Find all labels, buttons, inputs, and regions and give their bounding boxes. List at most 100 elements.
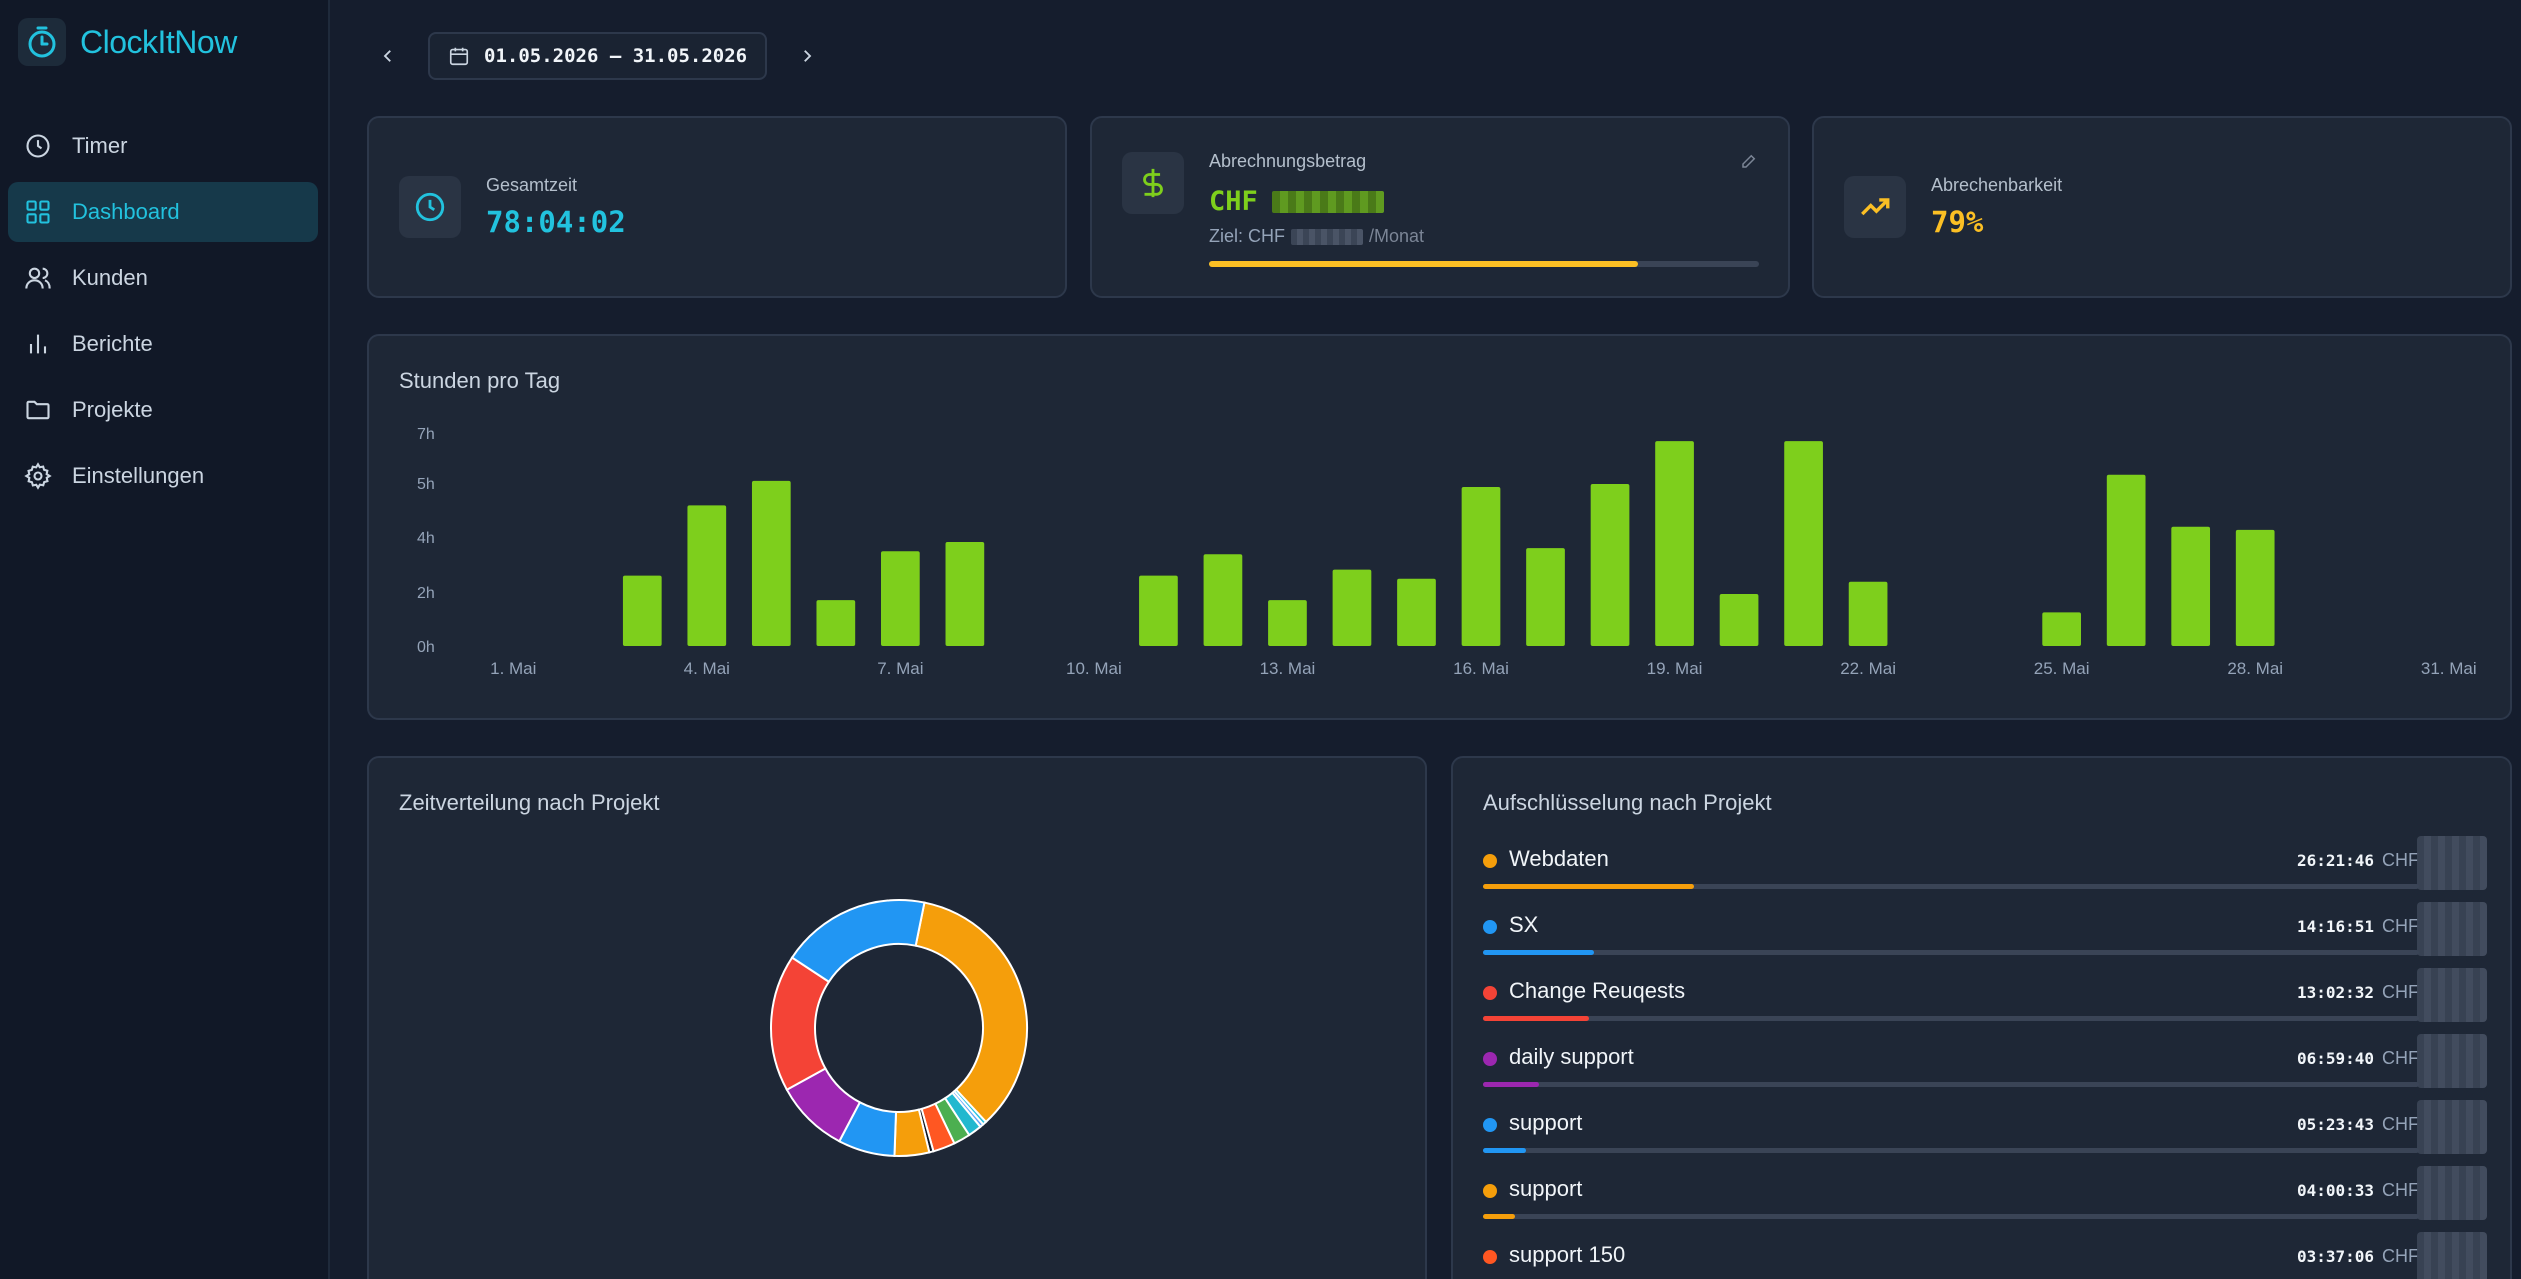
- donut-segment[interactable]: [914, 901, 1028, 1124]
- project-name: Change Reuqests: [1509, 978, 1686, 1003]
- bar-day-21[interactable]: [1784, 441, 1823, 646]
- next-period-button[interactable]: [789, 32, 825, 80]
- bar-day-20[interactable]: [1719, 594, 1759, 646]
- project-row[interactable]: support 05:23:43 CHF: [1483, 1100, 2487, 1174]
- project-name: support: [1509, 1176, 1583, 1201]
- folder-icon: [26, 400, 50, 420]
- project-time: 04:00:33 CHF: [2297, 1180, 2419, 1201]
- project-color-dot: [1483, 854, 1497, 868]
- bar-day-11[interactable]: [1139, 575, 1178, 646]
- project-duration: 26:21:46: [2296, 851, 2374, 870]
- billing-goal-suffix: /Monat: [1369, 226, 1425, 246]
- x-tick-label: 22. Mai: [1840, 659, 1896, 678]
- sidebar-item-dashboard[interactable]: Dashboard: [8, 182, 318, 242]
- project-progress-fill: [1483, 950, 1595, 955]
- sidebar-item-einstellungen[interactable]: Einstellungen: [8, 446, 318, 506]
- date-range-picker[interactable]: 01.05.2026 – 31.05.2026: [428, 32, 768, 80]
- project-progress-fill: [1483, 1148, 1527, 1153]
- bar-day-27[interactable]: [2171, 526, 2211, 646]
- donut-segment[interactable]: [770, 956, 831, 1092]
- redacted-amount: [2417, 1034, 2487, 1088]
- sidebar-item-kunden[interactable]: Kunden: [8, 248, 318, 308]
- bar-day-25[interactable]: [2042, 612, 2081, 646]
- project-currency: CHF: [2382, 850, 2419, 870]
- trending-up-icon: [1844, 176, 1906, 238]
- redacted-amount: [2417, 968, 2487, 1022]
- project-progress-track: [1483, 1214, 2419, 1219]
- project-progress-track: [1483, 1082, 2419, 1087]
- y-tick-label: 7h: [417, 426, 435, 443]
- project-progress-fill: [1483, 1016, 1589, 1021]
- sidebar-item-projekte[interactable]: Projekte: [8, 380, 318, 440]
- billing-progress-bar: [1209, 261, 1759, 267]
- bar-day-5[interactable]: [751, 480, 791, 646]
- y-tick-label: 2h: [417, 585, 435, 602]
- previous-period-button[interactable]: [370, 32, 406, 80]
- bar-day-16[interactable]: [1461, 487, 1501, 646]
- x-tick-label: 16. Mai: [1453, 659, 1509, 678]
- sidebar-item-label: Einstellungen: [72, 463, 205, 488]
- sidebar-item-berichte[interactable]: Berichte: [8, 314, 318, 374]
- date-navigation: 01.05.2026 – 31.05.2026: [370, 32, 825, 80]
- project-row[interactable]: daily support 06:59:40 CHF: [1483, 1034, 2487, 1108]
- project-duration: 13:02:32: [2296, 983, 2374, 1002]
- chevron-left-icon: [383, 50, 391, 62]
- bar-day-6[interactable]: [816, 600, 856, 646]
- sidebar-item-label: Berichte: [72, 331, 153, 356]
- redacted-amount: [2417, 1232, 2487, 1279]
- brand[interactable]: ClockItNow: [18, 18, 237, 66]
- bar-day-19[interactable]: [1655, 441, 1694, 646]
- project-row[interactable]: SX 14:16:51 CHF: [1483, 902, 2487, 976]
- bar-day-15[interactable]: [1397, 578, 1436, 646]
- project-duration: 05:23:43: [2296, 1115, 2374, 1134]
- distribution-title: Zeitverteilung nach Projekt: [399, 790, 660, 815]
- y-tick-label: 5h: [417, 476, 435, 493]
- x-tick-label: 13. Mai: [1260, 659, 1316, 678]
- billability-card: Abrechenbarkeit 79%: [1812, 116, 2512, 298]
- total-time-label: Gesamtzeit: [486, 175, 578, 195]
- project-currency: CHF: [2382, 916, 2419, 936]
- project-duration: 14:16:51: [2296, 917, 2374, 936]
- bar-day-14[interactable]: [1332, 569, 1372, 646]
- sidebar-item-timer[interactable]: Timer: [8, 116, 318, 176]
- bar-day-17[interactable]: [1526, 548, 1565, 646]
- project-row[interactable]: Change Reuqests 13:02:32 CHF: [1483, 968, 2487, 1042]
- project-duration: 03:37:06: [2296, 1247, 2374, 1266]
- project-color-dot: [1483, 1184, 1497, 1198]
- bar-day-22[interactable]: [1848, 581, 1888, 646]
- project-row[interactable]: support 150 03:37:06 CHF: [1483, 1232, 2487, 1279]
- bar-day-8[interactable]: [945, 542, 985, 646]
- y-tick-label: 4h: [417, 530, 435, 547]
- dollar-icon: [1122, 152, 1184, 214]
- bar-day-26[interactable]: [2106, 474, 2146, 646]
- calendar-icon: [449, 47, 469, 66]
- clock-icon: [26, 134, 50, 158]
- project-name: daily support: [1509, 1044, 1634, 1069]
- project-row[interactable]: support 04:00:33 CHF: [1483, 1166, 2487, 1240]
- billing-amount-label: Abrechnungsbetrag: [1209, 151, 1367, 171]
- bar-day-4[interactable]: [687, 505, 727, 646]
- project-name: Webdaten: [1509, 846, 1609, 871]
- project-color-dot: [1483, 1118, 1497, 1132]
- project-time: 14:16:51 CHF: [2297, 916, 2419, 937]
- bar-day-18[interactable]: [1590, 483, 1630, 646]
- project-currency: CHF: [2382, 1246, 2419, 1266]
- project-row[interactable]: Webdaten 26:21:46 CHF: [1483, 836, 2487, 910]
- edit-goal-button[interactable]: [1740, 152, 1758, 175]
- bar-day-3[interactable]: [622, 575, 662, 646]
- bar-day-7[interactable]: [881, 551, 920, 646]
- project-progress-track: [1483, 1148, 2419, 1153]
- project-breakdown-card: Aufschlüsselung nach Projekt Webdaten 26:…: [1451, 756, 2512, 1279]
- bar-day-12[interactable]: [1203, 554, 1243, 646]
- donut-segment[interactable]: [790, 899, 926, 984]
- redacted-amount: [2417, 902, 2487, 956]
- bar-day-13[interactable]: [1268, 600, 1307, 646]
- grid-icon: [26, 200, 50, 224]
- bar-day-28[interactable]: [2235, 529, 2275, 646]
- x-tick-label: 19. Mai: [1647, 659, 1703, 678]
- hours-bar-chart: 0h 2h 4h 5h 7h 1. Mai 4. Mai 7. Mai 10. Mai 13. M…: [417, 426, 2477, 678]
- sidebar-nav: Timer Dashboard Kunden Berichte Projekte…: [8, 116, 318, 512]
- redacted-amount: [2417, 1100, 2487, 1154]
- project-currency: CHF: [2382, 1048, 2419, 1068]
- time-distribution-card: Zeitverteilung nach Projekt: [367, 756, 1427, 1279]
